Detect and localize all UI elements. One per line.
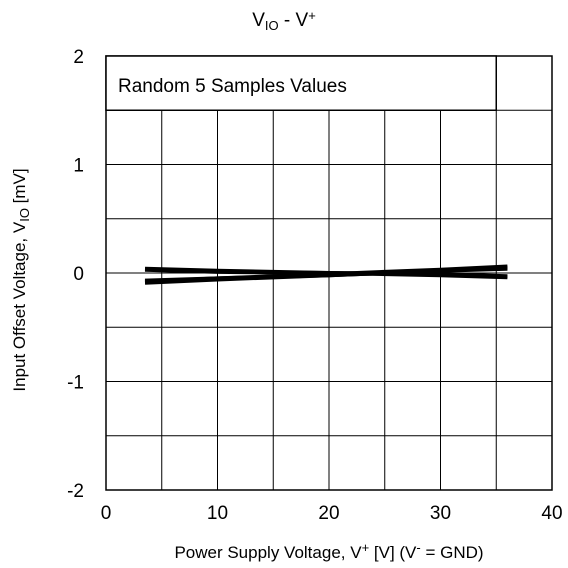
annotation-box	[105, 55, 497, 111]
x-tick-label: 30	[430, 503, 451, 524]
x-tick-label: 20	[318, 503, 339, 524]
y-tick-label: -1	[67, 373, 84, 394]
y-tick-label: 2	[73, 47, 84, 68]
x-axis-label: Power Supply Voltage, V+ [V] (V- = GND)	[174, 540, 484, 562]
y-tick-label: -2	[67, 481, 84, 502]
series-line-4	[144, 266, 508, 279]
x-tick-label: 40	[541, 503, 562, 524]
x-tick-label: 0	[101, 503, 112, 524]
y-axis-label: Input Offset Voltage, VIO [mV]	[10, 168, 32, 392]
series-line-5	[144, 266, 508, 284]
y-tick-label: 1	[73, 156, 84, 177]
x-tick-label: 10	[207, 503, 228, 524]
annotation-text: Random 5 Samples Values	[118, 76, 347, 97]
y-tick-label: 0	[73, 264, 84, 285]
chart-title: VIO - V+	[252, 8, 316, 33]
